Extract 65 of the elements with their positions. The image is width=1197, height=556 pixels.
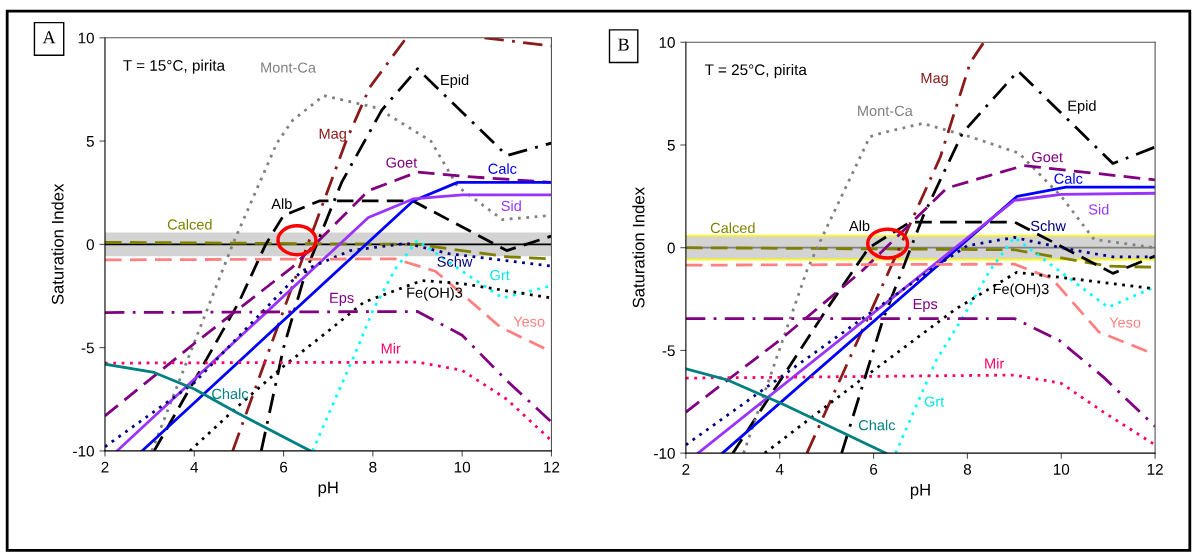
series-label: Yeso — [513, 316, 545, 327]
series-label: Chalc — [858, 419, 896, 431]
series-label: Sid — [1088, 203, 1109, 215]
x-tick-label: 10 — [454, 461, 471, 473]
y-tick-label: -5 — [81, 342, 94, 354]
series-label: Mag — [921, 72, 948, 87]
series-label: Calced — [167, 218, 212, 230]
series-label: Mir — [985, 358, 1005, 369]
y-tick-label: 10 — [78, 32, 94, 44]
y-tick-label: 5 — [667, 140, 675, 151]
x-tick-label: 4 — [190, 461, 199, 473]
x-tick-label: 12 — [1147, 463, 1163, 475]
x-axis-title: pH — [318, 481, 338, 497]
series-label: Schw — [437, 256, 473, 267]
series-label: Alb — [848, 220, 870, 232]
annotation: T = 25°C, pirita — [704, 63, 807, 79]
y-axis-title: Saturation Index — [632, 187, 645, 308]
series-label: Alb — [271, 198, 292, 210]
y-tick-label: 5 — [86, 136, 94, 147]
y-axis-title: Saturation Index — [51, 183, 64, 305]
x-tick-label: 8 — [369, 461, 377, 473]
chart-title: B — [618, 38, 629, 51]
series-label: Grt — [490, 269, 510, 281]
series-label: Mont-Ca — [261, 62, 316, 73]
series-label: Mont-Ca — [858, 105, 913, 117]
y-tick-label: -5 — [662, 345, 675, 357]
x-tick-label: 6 — [280, 461, 288, 473]
annotation: T = 15°C, pirita — [123, 59, 226, 74]
y-tick-label: 0 — [667, 242, 675, 254]
series-label: Goet — [1032, 151, 1063, 163]
series-label: Mag — [319, 128, 346, 142]
y-tick-label: -10 — [73, 445, 94, 457]
series-label: Fe(OH)3 — [407, 287, 463, 301]
chart-title: A — [42, 31, 56, 44]
series-label: Calc — [1054, 173, 1083, 184]
series-label: Calc — [488, 163, 517, 174]
series-label: Epid — [1068, 100, 1096, 114]
y-tick-label: -10 — [654, 448, 675, 459]
x-axis-title: pH — [910, 483, 930, 499]
y-tick-label: 0 — [86, 239, 94, 251]
series-label: Chalc — [212, 388, 249, 400]
series-label: Calced — [710, 222, 755, 234]
line-series — [104, 360, 552, 442]
x-tick-label: 4 — [775, 464, 784, 475]
x-tick-label: 12 — [544, 461, 560, 473]
series-label: Grt — [924, 396, 945, 407]
series-label: Goet — [386, 157, 418, 168]
series-label: Fe(OH)3 — [993, 283, 1049, 298]
line-series — [104, 362, 312, 451]
x-tick-label: 2 — [682, 463, 690, 475]
x-tick-label: 10 — [1053, 463, 1070, 475]
x-tick-label: 6 — [870, 463, 878, 475]
series-label: Eps — [330, 292, 354, 306]
x-tick-label: 2 — [101, 461, 109, 473]
series-label: Yeso — [1109, 317, 1141, 328]
line-series — [685, 373, 1156, 447]
y-tick-label: 10 — [659, 37, 675, 48]
series-label: Mir — [381, 342, 401, 354]
series-label: Schw — [1030, 220, 1066, 232]
x-tick-label: 8 — [963, 463, 971, 475]
line-series — [685, 236, 1156, 447]
series-label: Eps — [913, 298, 938, 313]
series-label: Epid — [441, 74, 469, 88]
series-label: Sid — [501, 200, 521, 212]
line-series — [805, 42, 986, 454]
